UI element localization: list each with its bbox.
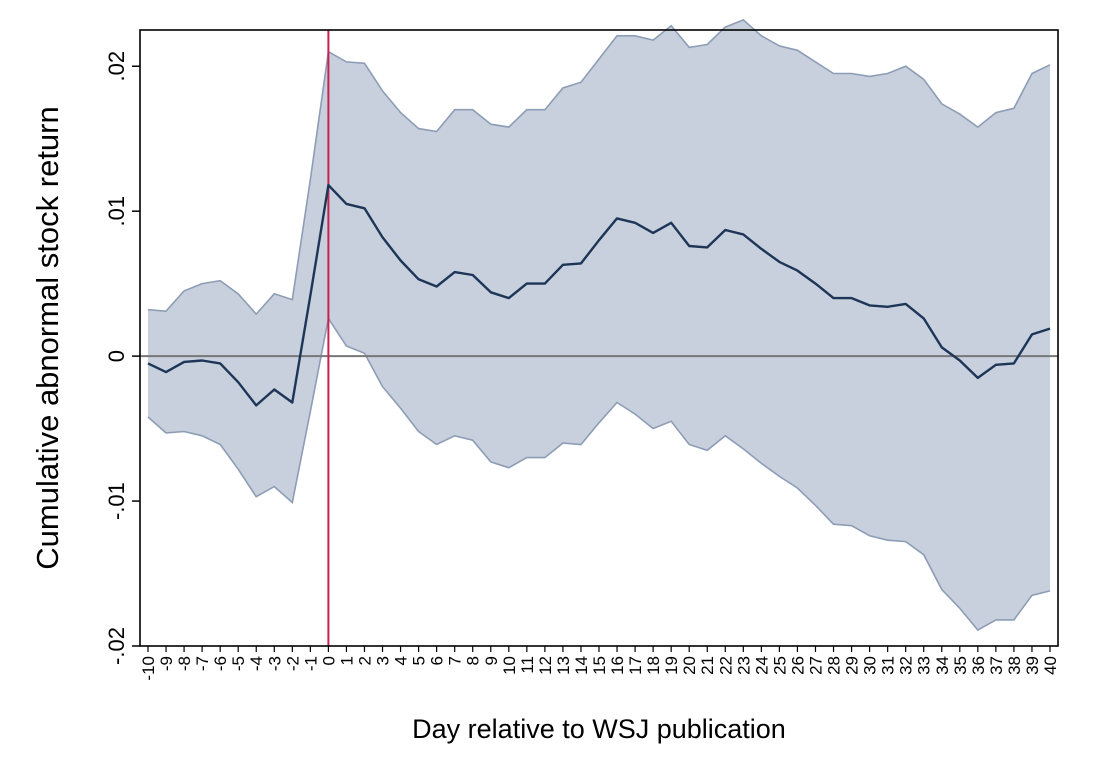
confidence-upper-edge <box>147 18 1051 316</box>
x-tick-label: 1 <box>337 656 356 665</box>
x-tick-label: -10 <box>139 656 158 681</box>
x-tick-label: 6 <box>428 656 447 665</box>
x-tick-label: 13 <box>554 656 573 675</box>
x-tick-label: -5 <box>229 656 248 671</box>
x-tick-label: 17 <box>626 656 645 675</box>
x-tick-label: 5 <box>410 656 429 665</box>
car-series-line <box>147 183 1051 407</box>
x-tick-label: 37 <box>987 656 1006 675</box>
x-tick-label: 12 <box>536 656 555 675</box>
x-tick-label: -6 <box>211 656 230 671</box>
x-tick-label: -4 <box>247 656 266 671</box>
x-tick-label: 31 <box>879 656 898 675</box>
x-tick-label: -2 <box>283 656 302 671</box>
x-tick-label: 33 <box>915 656 934 675</box>
y-tick-label: -.01 <box>104 482 129 520</box>
x-tick-label: 36 <box>969 656 988 675</box>
x-tick-label: 15 <box>590 656 609 675</box>
x-tick-label: 30 <box>861 656 880 675</box>
x-tick-label: 14 <box>572 656 591 675</box>
x-tick-label: -8 <box>175 656 194 671</box>
x-tick-label: 39 <box>1023 656 1042 675</box>
x-axis: -10 -9 -8 -7 -6 -5 -4 -3 -2 -1 0 1 2 3 4 5 6 7 8 9 10 11 12 13 1… <box>139 646 1060 681</box>
x-axis-title: Day relative to WSJ publication <box>412 714 786 744</box>
x-tick-label: 3 <box>374 656 393 665</box>
x-tick-label: 25 <box>770 656 789 675</box>
x-tick-label: 4 <box>392 656 411 665</box>
x-tick-label: 7 <box>446 656 465 665</box>
x-tick-label: 11 <box>518 656 537 674</box>
x-tick-label: 18 <box>644 656 663 675</box>
y-axis: -.02 -.01 0 .01 .02 <box>104 51 140 665</box>
x-tick-label: 34 <box>933 656 952 675</box>
x-tick-label: 22 <box>716 656 735 675</box>
y-tick-label: .02 <box>104 51 129 82</box>
confidence-band <box>148 19 1050 631</box>
x-tick-label: 9 <box>482 656 501 665</box>
x-tick-label: 16 <box>608 656 627 675</box>
x-tick-label: 38 <box>1005 656 1024 675</box>
x-tick-label: 26 <box>788 656 807 675</box>
x-tick-label: -7 <box>193 656 212 671</box>
x-tick-label: 10 <box>500 656 519 675</box>
x-tick-label: 20 <box>680 656 699 675</box>
confidence-lower-edge <box>147 316 1051 632</box>
x-tick-label: 23 <box>734 656 753 675</box>
x-tick-label: 2 <box>355 656 374 665</box>
x-tick-label: 35 <box>951 656 970 675</box>
x-tick-label: 29 <box>843 656 862 675</box>
plot-area <box>140 18 1058 646</box>
x-tick-label: 0 <box>319 656 338 665</box>
y-axis-title: Cumulative abnormal stock return <box>30 106 65 569</box>
x-tick-label: 8 <box>464 656 483 665</box>
x-tick-label: 19 <box>662 656 681 675</box>
x-tick-label: -1 <box>301 656 320 671</box>
x-tick-label: 21 <box>698 656 717 675</box>
x-tick-label: 28 <box>825 656 844 675</box>
y-tick-label: .01 <box>104 196 129 227</box>
x-tick-label: 32 <box>897 656 916 675</box>
y-tick-label: -.02 <box>104 627 129 665</box>
x-tick-label: -3 <box>265 656 284 671</box>
x-tick-label: 27 <box>806 656 825 675</box>
x-tick-label: -9 <box>157 656 176 671</box>
y-tick-label: 0 <box>104 350 129 362</box>
x-tick-label: 40 <box>1041 656 1060 675</box>
x-tick-label: 24 <box>752 656 771 675</box>
